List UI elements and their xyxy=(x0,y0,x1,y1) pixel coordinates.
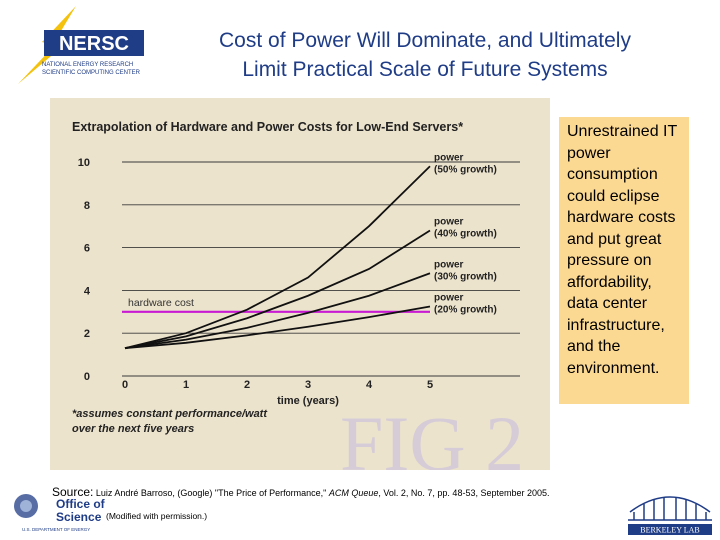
chart: FIG 2 Extrapolation of Hardware and Power… xyxy=(72,120,524,470)
chart-title: Extrapolation of Hardware and Power Cost… xyxy=(72,120,463,134)
y-tick-label: 6 xyxy=(84,243,90,255)
source-text-before: Luiz André Barroso, (Google) "The Price … xyxy=(93,488,329,498)
series-label-line1: power xyxy=(434,216,464,227)
chart-panel: FIG 2 Extrapolation of Hardware and Power… xyxy=(50,98,550,470)
nersc-logo: NERSC NATIONAL ENERGY RESEARCH SCIENTIFI… xyxy=(18,6,144,84)
source-text-after: , Vol. 2, No. 7, pp. 48-53, September 20… xyxy=(378,488,550,498)
series-label-line1: power xyxy=(434,152,464,163)
slide-title: Cost of Power Will Dominate, and Ultimat… xyxy=(165,26,685,84)
title-line-1: Cost of Power Will Dominate, and Ultimat… xyxy=(219,29,631,52)
y-tick-label: 10 xyxy=(78,157,90,169)
source-journal: ACM Queue xyxy=(328,488,379,498)
berkeley-lab-logo: BERKELEY LAB xyxy=(628,496,712,535)
x-tick-label: 2 xyxy=(244,379,250,391)
doe-line-2: Science xyxy=(56,510,102,524)
y-tick-label: 0 xyxy=(84,371,90,383)
doe-subline: U.S. DEPARTMENT OF ENERGY xyxy=(22,527,90,532)
nersc-logo-text: NERSC xyxy=(59,33,129,55)
doe-line-1: Office of xyxy=(56,497,106,511)
y-tick-label: 8 xyxy=(84,200,90,212)
berkeley-lab-text: BERKELEY LAB xyxy=(640,526,699,535)
series-line-power-2 xyxy=(124,272,431,350)
series-line-power-1 xyxy=(124,305,431,350)
series-label-line2: (20% growth) xyxy=(434,304,497,315)
permission-note: (Modified with permission.) xyxy=(106,511,208,521)
fig-watermark: FIG 2 xyxy=(340,400,524,470)
series-label-line1: power xyxy=(434,292,464,303)
callout-box: Unrestrained IT power consumption could … xyxy=(559,117,689,404)
x-tick-label: 4 xyxy=(366,379,373,391)
chart-footnote-line1: *assumes constant performance/watt xyxy=(72,408,268,420)
series-line-power-4 xyxy=(124,165,431,350)
nersc-subtitle-2: SCIENTIFIC COMPUTING CENTER xyxy=(42,70,141,76)
chart-footnote-line2: over the next five years xyxy=(72,423,194,435)
x-tick-label: 0 xyxy=(122,379,128,391)
title-line-2: Limit Practical Scale of Future Systems xyxy=(242,58,608,81)
series-label-line2: (30% growth) xyxy=(434,271,497,282)
series-label-line1: power xyxy=(434,259,464,270)
x-tick-label: 5 xyxy=(427,379,433,391)
x-tick-label: 1 xyxy=(183,379,189,391)
nersc-subtitle-1: NATIONAL ENERGY RESEARCH xyxy=(42,62,133,68)
y-tick-label: 4 xyxy=(84,285,91,297)
y-tick-label: 2 xyxy=(84,328,90,340)
series-label-line2: (40% growth) xyxy=(434,228,497,239)
x-axis-label: time (years) xyxy=(277,395,339,407)
lightning-bolt-icon xyxy=(18,6,76,84)
source-citation: Source: Luiz André Barroso, (Google) "Th… xyxy=(52,485,550,499)
source-label: Source: xyxy=(52,485,94,499)
doe-office-of-science-logo: Office of Science U.S. DEPARTMENT OF ENE… xyxy=(14,494,106,532)
series-line-power-3 xyxy=(124,229,431,350)
berkeley-building-icon xyxy=(628,496,712,521)
x-tick-label: 3 xyxy=(305,379,311,391)
series-label-hardware-cost: hardware cost xyxy=(128,297,194,309)
series-label-line2: (50% growth) xyxy=(434,164,497,175)
